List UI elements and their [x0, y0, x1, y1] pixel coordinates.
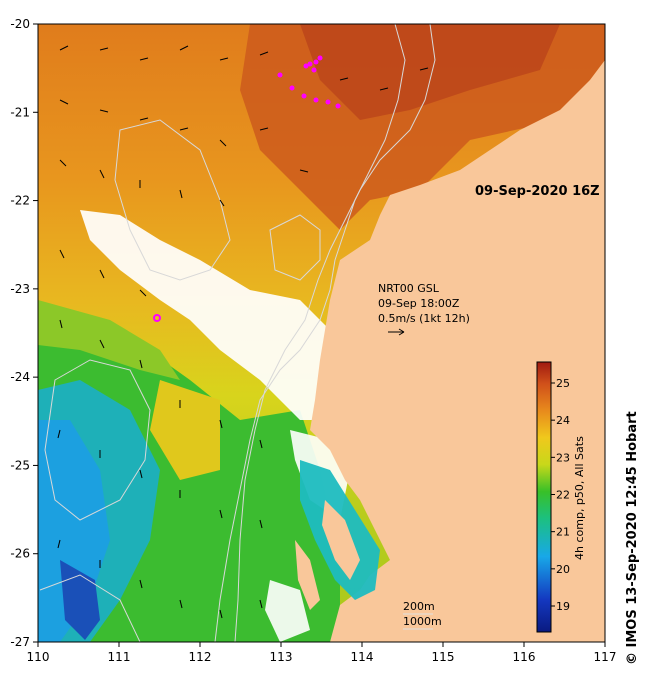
plot-frame — [37, 23, 606, 643]
colorbar-tick-label: 22 — [556, 489, 570, 502]
x-tick-label: 117 — [594, 650, 617, 664]
current-time-label: 09-Sep 18:00Z — [378, 297, 460, 310]
warmest-water-region — [300, 24, 560, 120]
isobaths — [39, 24, 436, 642]
y-tick-label: -24 — [10, 370, 30, 384]
colorbar-tick-label: 25 — [556, 377, 570, 390]
x-tick-label: 112 — [189, 650, 212, 664]
isobath-1000m-label: 1000m — [403, 615, 442, 628]
coldest-water-region — [60, 560, 100, 640]
land-australia — [310, 60, 605, 642]
x-tick-label: 116 — [513, 650, 536, 664]
x-tick-label: 113 — [270, 650, 293, 664]
x-tick-label: 115 — [432, 650, 455, 664]
y-tick-label: -20 — [10, 17, 30, 31]
colorbar-tick-label: 19 — [556, 600, 570, 613]
colorbar-tick-label: 21 — [556, 526, 570, 539]
x-tick-label: 114 — [351, 650, 374, 664]
yellow-water-patch — [150, 380, 220, 480]
y-tick-label: -25 — [10, 458, 30, 472]
x-tick-label: 111 — [108, 650, 131, 664]
date-label: 09-Sep-2020 16Z — [475, 184, 600, 199]
peron-peninsula — [322, 500, 360, 580]
y-tick-label: -27 — [10, 635, 30, 649]
y-tick-label: -26 — [10, 547, 30, 561]
x-axis: 110 111 112 113 114 115 116 117 — [27, 642, 617, 664]
y-tick-label: -23 — [10, 282, 30, 296]
dirk-hartog-island — [295, 540, 320, 610]
scale-arrow-head — [398, 328, 405, 336]
credit-label: © IMOS 13-Sep-2020 12:45 Hobart — [625, 411, 640, 665]
transition-water-region — [38, 300, 180, 380]
colorbar-tick-label: 20 — [556, 563, 570, 576]
current-scale-label: 0.5m/s (1kt 12h) — [378, 312, 470, 325]
colorbar-tick-label: 23 — [556, 451, 570, 464]
glider-marker — [153, 314, 161, 322]
y-tick-label: -22 — [10, 194, 30, 208]
current-product-label: NRT00 GSL — [378, 282, 440, 295]
isobath-200m-label: 200m — [403, 600, 435, 613]
colorbar-tick-label: 24 — [556, 414, 570, 427]
cloud-mask-southwest — [265, 580, 310, 642]
y-tick-label: -21 — [10, 105, 30, 119]
colorbar-ticks: 19 20 21 22 23 24 25 — [551, 377, 570, 613]
current-vectors — [57, 45, 429, 619]
y-axis: -20 -21 -22 -23 -24 -25 -26 -27 — [10, 17, 38, 649]
colorbar-label: 4h comp, p50, All Sats — [573, 436, 586, 560]
drifter-track — [277, 55, 341, 109]
colorbar — [536, 361, 552, 633]
sst-field — [38, 24, 605, 642]
x-tick-label: 110 — [27, 650, 50, 664]
cloud-mask — [80, 210, 360, 420]
